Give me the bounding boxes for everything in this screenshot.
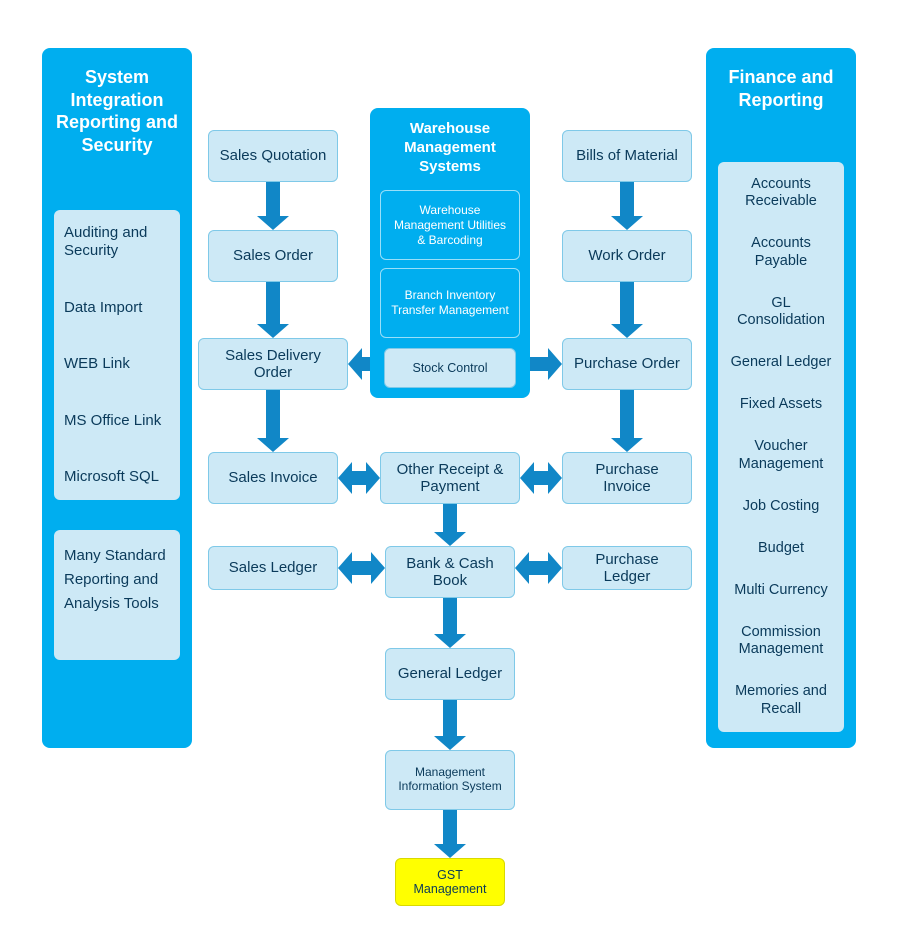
- node-purchase-order: Purchase Order: [562, 338, 692, 390]
- node-label: Sales Ledger: [229, 559, 317, 576]
- arrow-down-icon: [611, 282, 643, 338]
- left-panel-title: System Integration Reporting and Securit…: [42, 48, 192, 156]
- warehouse-title: Warehouse Management Systems: [370, 108, 530, 176]
- right-panel-group: Accounts Receivable Accounts Payable GL Co…: [718, 162, 844, 732]
- node-sales-invoice: Sales Invoice: [208, 452, 338, 504]
- node-bills-material: Bills of Material: [562, 130, 692, 182]
- node-label: Purchase Order: [574, 355, 680, 372]
- node-label: Bills of Material: [576, 147, 678, 164]
- warehouse-sub-1-label: Warehouse Management Utilities & Barcodi…: [389, 203, 511, 248]
- node-label: Sales Delivery Order: [207, 347, 339, 382]
- left-panel-item: WEB Link: [64, 355, 170, 373]
- flowchart-canvas: System Integration Reporting and Securit…: [0, 0, 900, 940]
- warehouse-stock-label: Stock Control: [412, 361, 487, 375]
- left-panel-item: Microsoft SQL: [64, 468, 170, 486]
- arrow-down-icon: [434, 700, 466, 750]
- right-panel-item: Accounts Receivable: [728, 176, 834, 211]
- right-panel-item: Memories and Recall: [728, 683, 834, 718]
- right-panel-item: Budget: [758, 540, 804, 557]
- arrow-down-icon: [434, 504, 466, 546]
- right-panel-item: Job Costing: [743, 498, 820, 515]
- node-label: Purchase Invoice: [571, 461, 683, 496]
- node-other-receipt: Other Receipt & Payment: [380, 452, 520, 504]
- arrow-bidirectional-icon: [520, 462, 562, 494]
- left-panel-group-2: Many Standard Reporting and Analysis Too…: [54, 530, 180, 660]
- node-label: Management Information System: [394, 766, 506, 794]
- warehouse-sub-2-label: Branch Inventory Transfer Management: [389, 288, 511, 318]
- right-panel-item: Commission Management: [728, 624, 834, 659]
- arrow-bidirectional-icon: [338, 462, 380, 494]
- node-general-ledger: General Ledger: [385, 648, 515, 700]
- right-panel-title: Finance and Reporting: [706, 48, 856, 111]
- left-panel-item: MS Office Link: [64, 412, 170, 430]
- right-panel-item: Multi Currency: [734, 582, 827, 599]
- right-panel-item: Voucher Management: [728, 438, 834, 473]
- arrow-down-icon: [257, 390, 289, 452]
- node-label: General Ledger: [398, 665, 502, 682]
- warehouse-sub-2: Branch Inventory Transfer Management: [380, 268, 520, 338]
- warehouse-stock-control: Stock Control: [384, 348, 516, 388]
- right-panel-item: Fixed Assets: [740, 396, 822, 413]
- node-label: Bank & Cash Book: [394, 555, 506, 590]
- node-label: GST Management: [404, 868, 496, 897]
- node-purchase-ledger: Purchase Ledger: [562, 546, 692, 590]
- node-gst: GST Management: [395, 858, 505, 906]
- left-panel-item: Many Standard Reporting and Analysis Too…: [64, 544, 170, 616]
- arrow-down-icon: [611, 182, 643, 230]
- node-bank-cash: Bank & Cash Book: [385, 546, 515, 598]
- node-label: Work Order: [588, 247, 665, 264]
- node-label: Sales Order: [233, 247, 313, 264]
- right-panel-item: General Ledger: [731, 354, 832, 371]
- node-label: Sales Invoice: [228, 469, 317, 486]
- warehouse-sub-1: Warehouse Management Utilities & Barcodi…: [380, 190, 520, 260]
- arrow-bidirectional-icon: [338, 552, 385, 584]
- node-sales-delivery: Sales Delivery Order: [198, 338, 348, 390]
- left-panel-group-1: Auditing and Security Data Import WEB Link…: [54, 210, 180, 500]
- node-mis: Management Information System: [385, 750, 515, 810]
- arrow-down-icon: [611, 390, 643, 452]
- node-label: Sales Quotation: [220, 147, 327, 164]
- node-label: Purchase Ledger: [571, 551, 683, 586]
- arrow-bidirectional-icon: [515, 552, 562, 584]
- left-panel-item: Data Import: [64, 299, 170, 317]
- right-panel-item: GL Consolidation: [728, 295, 834, 330]
- arrow-down-icon: [434, 810, 466, 858]
- arrow-down-icon: [434, 598, 466, 648]
- node-sales-quotation: Sales Quotation: [208, 130, 338, 182]
- node-purchase-invoice: Purchase Invoice: [562, 452, 692, 504]
- node-sales-ledger: Sales Ledger: [208, 546, 338, 590]
- arrow-down-icon: [257, 182, 289, 230]
- right-panel-item: Accounts Payable: [728, 235, 834, 270]
- left-panel-item: Auditing and Security: [64, 224, 170, 260]
- node-sales-order: Sales Order: [208, 230, 338, 282]
- arrow-down-icon: [257, 282, 289, 338]
- node-label: Other Receipt & Payment: [389, 461, 511, 496]
- node-work-order: Work Order: [562, 230, 692, 282]
